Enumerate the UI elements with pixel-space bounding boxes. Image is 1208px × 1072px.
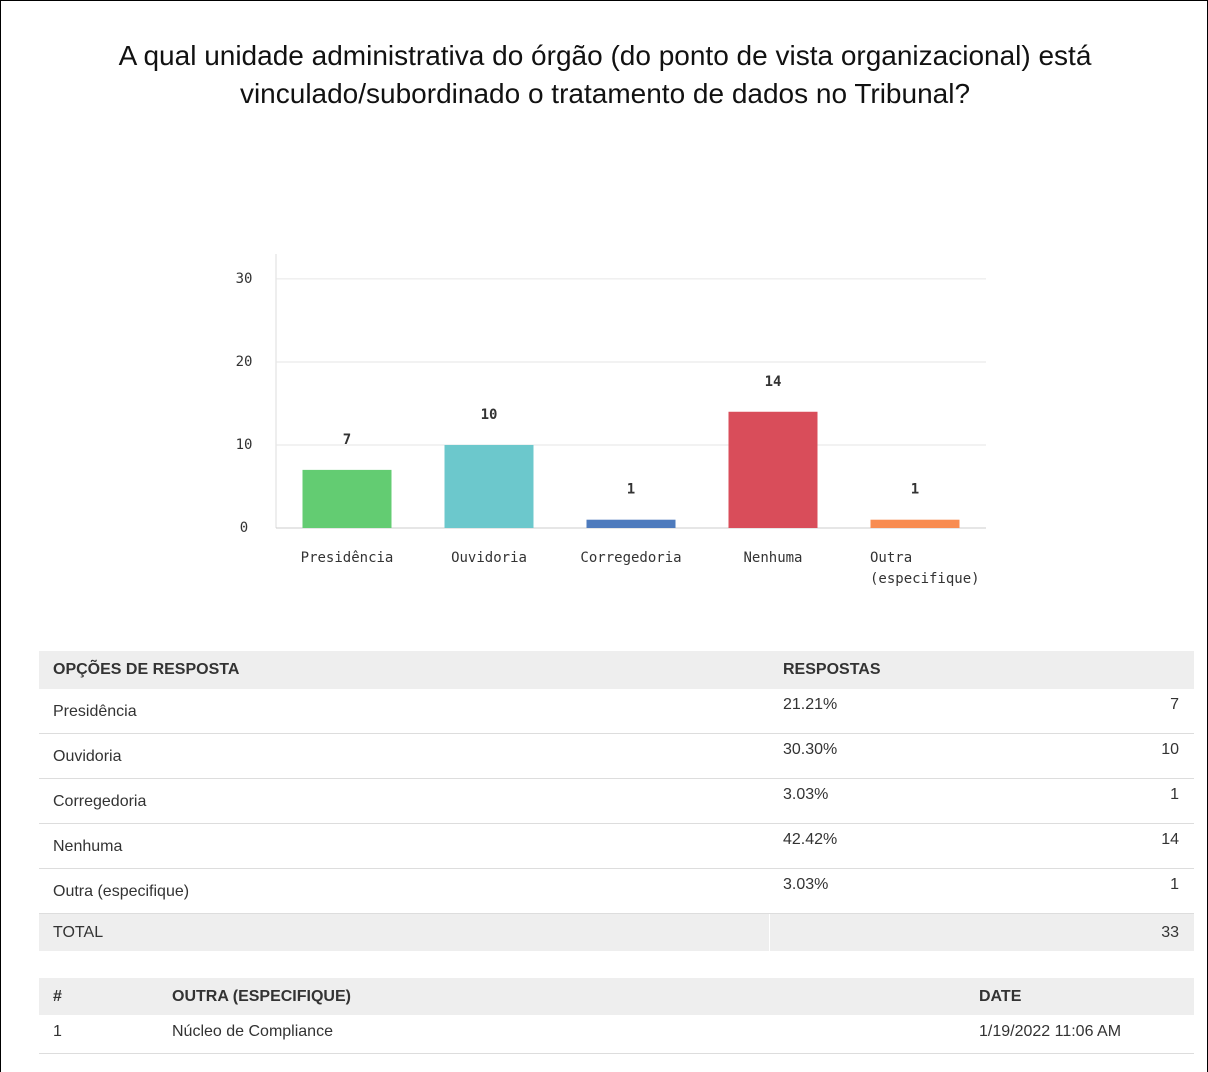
table-row: Presidência 21.21% 7 [39, 689, 1194, 734]
cell: 42.42% [783, 831, 838, 848]
bar [586, 519, 676, 528]
header-cell: OUTRA (ESPECIFIQUE) [172, 988, 351, 1005]
cell: 30.30% [783, 741, 838, 758]
table-row: Corregedoria 3.03% 1 [39, 779, 1194, 824]
x-tick-label: Presidência [300, 550, 394, 566]
divider [769, 914, 770, 951]
bar [728, 411, 818, 528]
value-label: 10 [481, 407, 498, 423]
chart: 0 10 20 30 7 10 1 14 1 [236, 254, 986, 536]
y-tick-label: 20 [236, 354, 253, 370]
cell: 10 [1161, 741, 1179, 758]
cell: 7 [1170, 696, 1179, 713]
value-label: 1 [627, 482, 635, 498]
cell: Núcleo de Compliance [172, 1023, 333, 1040]
cell: 21.21% [783, 696, 838, 713]
cell: 1 [53, 1023, 62, 1040]
y-tick-label: 0 [240, 520, 248, 536]
x-tick-label: Outra (especifique) [870, 550, 980, 587]
cell: TOTAL [53, 924, 104, 941]
cell: 14 [1161, 831, 1179, 848]
chart-title: A qual unidade administrativa do órgão (… [118, 40, 1092, 109]
cell: 3.03% [783, 786, 829, 803]
cell: Ouvidoria [53, 748, 122, 765]
bar [870, 519, 960, 528]
cell: Corregedoria [53, 793, 147, 810]
bar [302, 469, 392, 528]
cell: 1 [1170, 876, 1179, 893]
table-row: Outra (especifique) 3.03% 1 [39, 869, 1194, 914]
value-label: 1 [911, 482, 919, 498]
cell: 33 [1161, 924, 1179, 941]
cell: 1/19/2022 11:06 AM [979, 1023, 1122, 1040]
table-header: OPÇÕES DE RESPOSTA RESPOSTAS [39, 651, 1194, 689]
y-tick-label: 30 [236, 271, 253, 287]
table-header: # OUTRA (ESPECIFIQUE) DATE [39, 978, 1194, 1015]
header-cell: DATE [979, 988, 1022, 1005]
cell: Outra (especifique) [53, 883, 190, 900]
table-row: Ouvidoria 30.30% 10 [39, 734, 1194, 779]
responses-table: OPÇÕES DE RESPOSTA RESPOSTAS Presidência 21… [39, 651, 1194, 951]
bar [444, 444, 534, 528]
x-tick-label: Ouvidoria [451, 550, 527, 566]
table-row: 1 Núcleo de Compliance 1/19/2022 11:06 AM [39, 1015, 1194, 1054]
header-cell: # [53, 988, 62, 1005]
header-cell: RESPOSTAS [783, 661, 881, 678]
cell: Nenhuma [53, 838, 123, 855]
value-label: 14 [765, 374, 782, 390]
cell: 3.03% [783, 876, 829, 893]
value-label: 7 [343, 432, 351, 448]
other-table: # OUTRA (ESPECIFIQUE) DATE 1 Núcleo de Compl… [39, 978, 1194, 1054]
y-tick-label: 10 [236, 437, 253, 453]
header-cell: OPÇÕES DE RESPOSTA [53, 661, 240, 678]
cell: 1 [1170, 786, 1179, 803]
cell: Presidência [53, 703, 137, 720]
table-row: Nenhuma 42.42% 14 [39, 824, 1194, 869]
x-tick-label: Nenhuma [743, 550, 803, 566]
total-row: TOTAL 33 [39, 914, 1194, 951]
x-tick-label: Corregedoria [580, 550, 682, 566]
